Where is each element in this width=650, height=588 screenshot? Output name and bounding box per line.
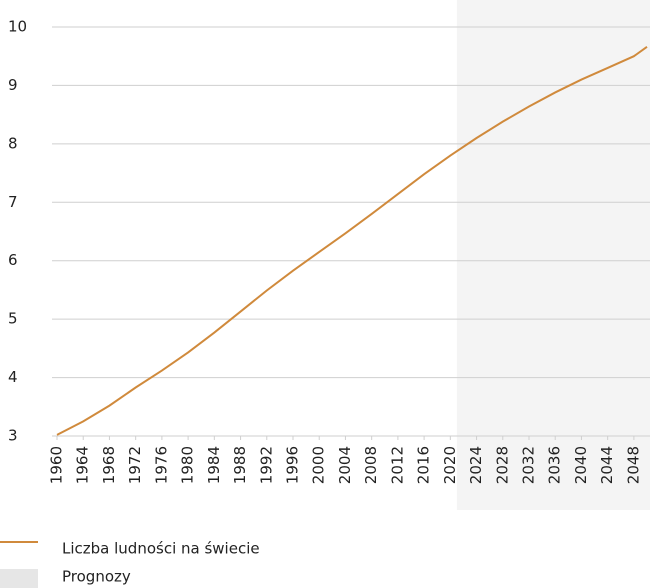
legend-label: Prognozy bbox=[62, 568, 131, 586]
y-tick-label: 7 bbox=[8, 193, 18, 211]
x-tick-label: 2008 bbox=[362, 446, 380, 484]
x-tick-label: 2036 bbox=[546, 446, 564, 484]
legend-label: Liczba ludności na świecie bbox=[62, 540, 260, 558]
x-tick-label: 1972 bbox=[126, 446, 144, 484]
legend-swatch bbox=[0, 569, 38, 588]
y-tick-label: 9 bbox=[8, 76, 18, 94]
x-tick-label: 2028 bbox=[493, 446, 511, 484]
line bbox=[56, 46, 648, 436]
x-tick-label: 2012 bbox=[388, 446, 406, 484]
x-tick-label: 1984 bbox=[205, 446, 223, 484]
x-tick-label: 2020 bbox=[441, 446, 459, 484]
y-tick-label: 5 bbox=[8, 310, 18, 328]
x-tick-label: 1996 bbox=[284, 446, 302, 484]
x-tick-label: 2044 bbox=[598, 446, 616, 484]
x-tick-label: 2048 bbox=[624, 446, 642, 484]
x-tick-label: 1960 bbox=[48, 446, 66, 484]
x-tick-label: 2032 bbox=[520, 446, 538, 484]
x-tick-label: 1980 bbox=[179, 446, 197, 484]
x-tick-label: 1976 bbox=[152, 446, 170, 484]
y-tick-label: 10 bbox=[8, 18, 27, 36]
x-tick-label: 1968 bbox=[100, 446, 118, 484]
x-tick-label: 2024 bbox=[467, 446, 485, 484]
x-tick-label: 1964 bbox=[74, 446, 92, 484]
y-tick-label: 6 bbox=[8, 251, 18, 269]
x-tick-label: 2040 bbox=[572, 446, 590, 484]
x-tick-label: 1992 bbox=[257, 446, 275, 484]
y-tick-label: 4 bbox=[8, 368, 18, 386]
x-tick-label: 2004 bbox=[336, 446, 354, 484]
y-tick-label: 8 bbox=[8, 134, 18, 152]
forecast-region bbox=[456, 0, 650, 510]
y-tick-label: 3 bbox=[8, 427, 18, 445]
x-tick-label: 2000 bbox=[310, 446, 328, 484]
x-tick-label: 2016 bbox=[415, 446, 433, 484]
x-tick-label: 1988 bbox=[231, 446, 249, 484]
